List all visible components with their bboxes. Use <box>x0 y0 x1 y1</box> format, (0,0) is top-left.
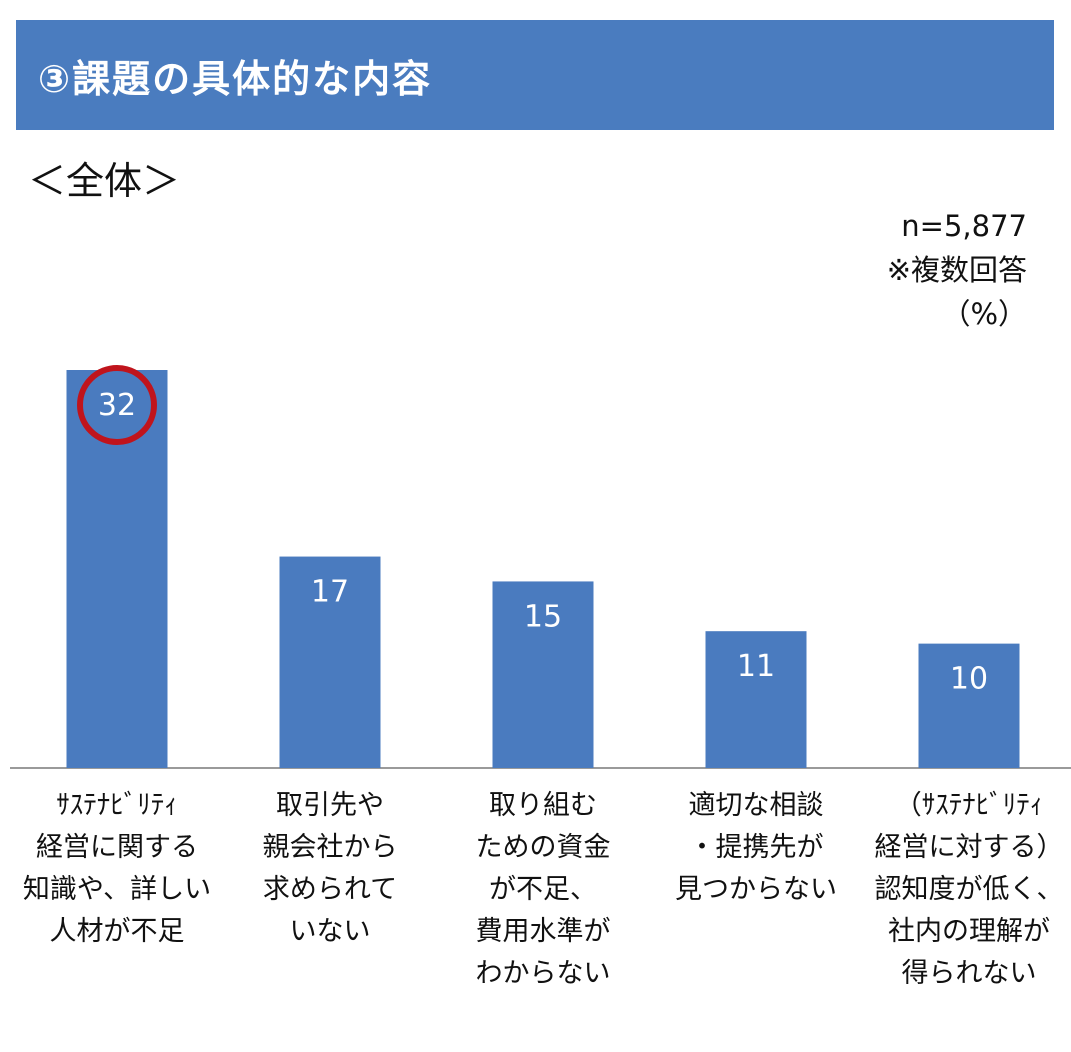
category-label-4: 適切な相談・提携先が見つからない <box>641 785 871 911</box>
page-title: ③課題の具体的な内容 <box>38 57 433 101</box>
category-label-line: ・提携先が <box>688 832 824 863</box>
category-label-1: ｻｽﾃﾅﾋﾞﾘﾃｨ 経営に関する 知識や、詳しい 人材が不足 <box>2 785 232 953</box>
title-banner: ③課題の具体的な内容 <box>16 20 1054 130</box>
category-label-line: 取り組む <box>489 790 597 821</box>
category-label-line: （ｻｽﾃﾅﾋﾞﾘﾃｨ <box>894 790 1044 821</box>
bar-2 <box>279 556 381 768</box>
bar-value-label-3: 15 <box>524 599 562 634</box>
highlight-circle <box>77 365 157 445</box>
category-label-line: ｻｽﾃﾅﾋﾞﾘﾃｨ <box>56 790 178 821</box>
category-label-line: 経営に関する <box>36 832 198 863</box>
category-label-line: 取引先や <box>276 790 384 821</box>
category-label-3: 取り組むための資金が不足、費用水準がわからない <box>428 785 658 995</box>
category-label-line: 社内の理解が <box>888 916 1050 947</box>
sample-size-note: n=5,877 <box>901 209 1027 243</box>
bar-value-label-2: 17 <box>311 575 349 610</box>
category-label-line: 知識や、詳しい <box>22 874 212 905</box>
bar-value-label-5: 10 <box>950 662 988 697</box>
category-label-line: 得られない <box>901 958 1037 989</box>
category-label-2: 取引先や親会社から求められていない <box>215 785 445 953</box>
bar-value-label-1: 32 <box>98 388 136 423</box>
bar-3 <box>492 581 594 768</box>
bar-1 <box>66 370 168 768</box>
category-label-line: 求められて <box>262 874 398 905</box>
bar-4 <box>705 631 807 768</box>
category-label-line: 親会社から <box>262 832 398 863</box>
multiple-answer-note: ※複数回答 <box>886 253 1027 287</box>
category-label-line: 認知度が低く、 <box>874 874 1064 905</box>
category-label-line: 費用水準が <box>475 916 611 947</box>
category-label-line: ための資金 <box>475 832 611 863</box>
category-label-line: いない <box>289 916 371 947</box>
unit-note: （%） <box>941 297 1027 331</box>
chart-notes: n=5,877 ※複数回答 （%） <box>887 204 1027 336</box>
category-label-line: 人材が不足 <box>49 916 185 947</box>
category-label-line: 経営に対する） <box>874 832 1064 863</box>
category-label-line: が不足、 <box>489 874 597 905</box>
category-label-line: 適切な相談 <box>688 790 824 821</box>
bar-5 <box>918 643 1020 768</box>
category-label-5: （ｻｽﾃﾅﾋﾞﾘﾃｨ 経営に対する） 認知度が低く、 社内の理解が 得られない <box>854 785 1071 995</box>
category-label-line: わからない <box>475 958 611 989</box>
bar-value-label-4: 11 <box>737 649 775 684</box>
category-label-line: 見つからない <box>675 874 837 905</box>
chart-subtitle: ＜全体＞ <box>28 159 181 203</box>
